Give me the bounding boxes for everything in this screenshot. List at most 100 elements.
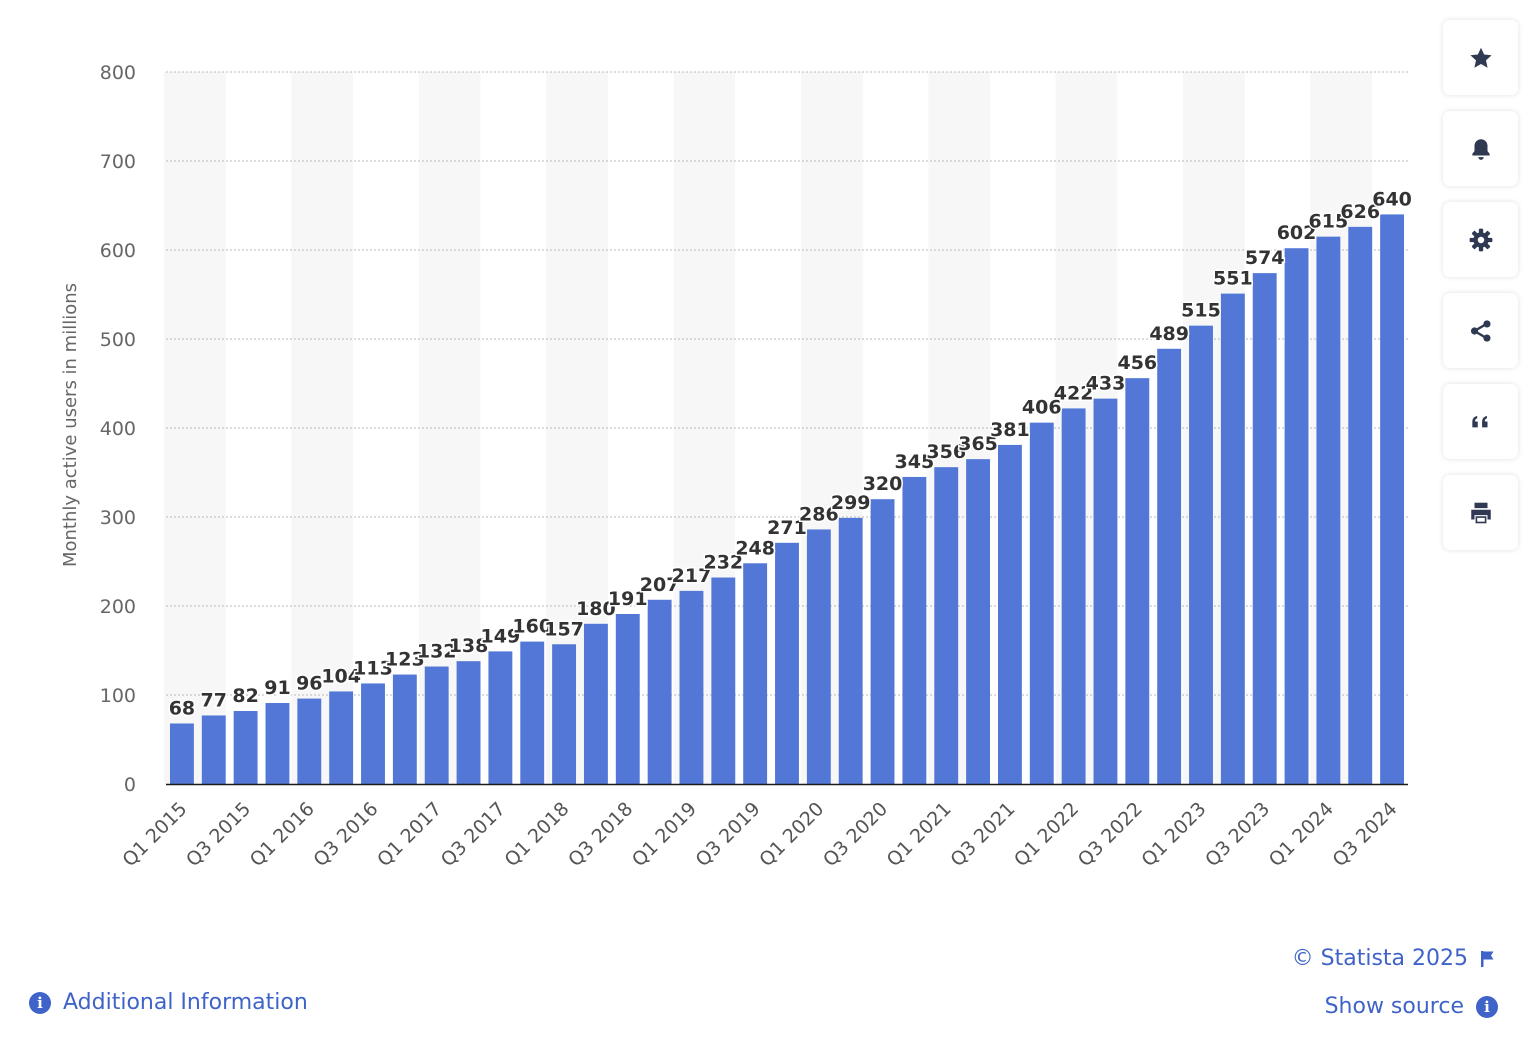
print-button[interactable] [1443,475,1518,550]
bar[interactable] [392,674,417,784]
bar[interactable] [775,542,799,784]
data-label: 381 [990,419,1030,441]
credit-text: © Statista 2025 [1291,946,1468,971]
bar[interactable] [838,517,863,784]
data-label: 433 [1086,373,1126,395]
bar[interactable] [902,476,927,784]
x-tick-label: Q1 2017 [373,798,446,871]
data-label: 456 [1117,352,1157,374]
x-tick-label: Q3 2021 [946,798,1019,871]
data-label: 132 [417,641,457,663]
gear-icon [1469,228,1492,251]
bar[interactable] [361,683,385,784]
x-tick-label: Q1 2019 [628,798,701,871]
bar[interactable] [456,661,481,784]
statista-credit: © Statista 2025 [1292,946,1496,971]
data-label: 113 [353,657,393,679]
x-tick-label: Q1 2020 [755,798,828,871]
data-label: 82 [232,685,258,707]
x-tick-label: Q3 2019 [692,798,765,871]
x-tick-label: Q1 2023 [1137,798,1210,871]
bar[interactable] [1252,273,1277,784]
x-tick-label: Q1 2024 [1265,798,1338,871]
bar[interactable] [966,459,991,784]
x-tick-label: Q3 2022 [1074,798,1147,871]
data-label: 248 [735,537,775,559]
bar[interactable] [997,444,1022,784]
bar[interactable] [520,641,545,784]
y-tick-label: 700 [100,151,136,173]
data-labels: 68 77 82 91 96104113123132138149160157180191… [167,187,1413,721]
bar[interactable] [201,715,226,784]
y-tick-label: 400 [100,418,136,440]
bar[interactable] [1189,325,1213,784]
bar[interactable] [1316,236,1341,784]
x-tick-label: Q3 2023 [1201,798,1274,871]
bar[interactable] [934,467,959,784]
notification-button[interactable] [1443,111,1518,186]
data-label: 160 [512,616,552,638]
x-tick-label: Q3 2020 [819,798,892,871]
bar[interactable] [1029,422,1054,784]
bar[interactable] [615,614,640,784]
bar[interactable] [488,651,513,784]
info-icon: i [29,991,51,1014]
y-tick-label: 800 [100,62,136,84]
data-label: 626 [1340,201,1380,223]
y-tick-label: 300 [100,507,136,529]
bar[interactable] [1284,248,1309,785]
bar[interactable] [711,577,736,784]
bar[interactable] [233,711,258,784]
bar[interactable] [1348,226,1373,785]
share-button[interactable] [1443,293,1518,368]
star-icon [1469,47,1492,68]
y-tick-label: 100 [100,685,136,707]
data-label: 615 [1309,211,1349,233]
bar[interactable] [1061,408,1086,784]
data-label: 96 [296,673,322,695]
bar[interactable] [1093,398,1118,784]
settings-button[interactable] [1443,202,1518,277]
bar[interactable] [679,590,704,784]
bar[interactable] [552,644,577,784]
bar[interactable] [583,623,608,784]
bar[interactable] [806,529,831,784]
bar[interactable] [743,563,768,784]
data-label: 574 [1245,247,1285,269]
bar[interactable] [1157,348,1182,784]
bar[interactable] [647,599,672,784]
bar[interactable] [1125,378,1150,784]
favorite-button[interactable] [1443,20,1518,95]
flag-icon[interactable] [1480,950,1496,968]
data-label: 180 [576,598,616,620]
data-label: 515 [1181,300,1221,322]
data-label: 356 [926,441,966,463]
x-tick-label: Q3 2018 [564,798,637,871]
cite-button[interactable] [1443,384,1518,459]
bar[interactable] [1380,214,1405,784]
bar[interactable] [265,703,290,784]
show-source-text: Show source [1324,994,1464,1019]
y-tick-label: 600 [100,240,136,262]
data-label: 149 [481,625,521,647]
x-tick-label: Q3 2016 [309,798,382,871]
show-source-link[interactable]: Show source i [1325,994,1498,1019]
bar[interactable] [870,499,895,784]
data-label: 422 [1054,382,1094,404]
share-icon [1470,319,1491,342]
bar[interactable] [297,698,322,784]
quote-icon [1471,415,1487,427]
bar[interactable] [329,691,354,784]
bar[interactable] [1220,293,1245,784]
x-tick-label: Q1 2021 [883,798,956,871]
data-label: 602 [1277,222,1317,244]
bar[interactable] [424,666,449,784]
chart-toolbar [1443,20,1519,566]
bar[interactable] [169,723,194,784]
data-label: 68 [169,697,195,719]
bars [169,214,1405,785]
x-tick-label: Q1 2022 [1010,798,1083,871]
additional-information-link[interactable]: i Additional Information [29,990,308,1015]
